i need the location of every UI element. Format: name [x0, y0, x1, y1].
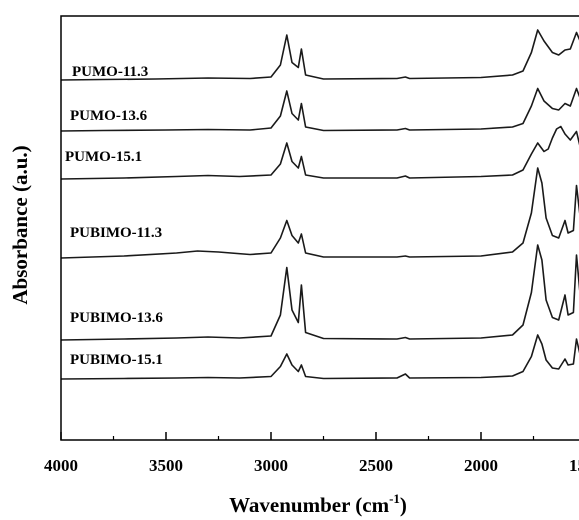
x-tick-label: 4000 [44, 456, 78, 475]
series-label-pubimo-11-3: PUBIMO-11.3 [70, 225, 162, 241]
spectrum-line-pubimo-13-6 [60, 244, 579, 341]
x-tick-label: 3500 [149, 456, 183, 475]
series-label-pubimo-15-1: PUBIMO-15.1 [70, 352, 163, 368]
x-tick-label: 3000 [254, 456, 288, 475]
x-axis-title: Wavenumber (cm-1) [229, 491, 407, 517]
x-axis-title-end: ) [400, 493, 407, 517]
x-tick-label: 2500 [359, 456, 393, 475]
series-label-pubimo-13-6: PUBIMO-13.6 [70, 310, 163, 326]
spectrum-line-pumo-11-3 [60, 29, 579, 81]
plot-frame [60, 15, 579, 441]
series-layer [60, 29, 579, 380]
x-axis-title-main: Wavenumber (cm [229, 493, 390, 517]
series-label-pumo-15-1: PUMO-15.1 [65, 149, 142, 165]
spectrum-line-pumo-13-6 [60, 87, 579, 132]
spectrum-line-pubimo-11-3 [60, 167, 579, 259]
spectrum-line-pumo-15-1 [60, 125, 579, 180]
x-axis-title-superscript: -1 [389, 491, 400, 506]
x-tick-label: 2000 [464, 456, 498, 475]
y-axis-title: Absorbance (a.u.) [8, 145, 32, 304]
series-label-pumo-13-6: PUMO-13.6 [70, 108, 148, 124]
series-label-layer: PUMO-11.3 PUMO-13.6 PUMO-15.1 PUBIMO-11.3 PU… [65, 64, 163, 368]
spectrum-line-pubimo-15-1 [60, 334, 579, 380]
x-axis-ticks: 4000350030002500200015001000 [44, 432, 579, 475]
series-label-pumo-11-3: PUMO-11.3 [72, 64, 148, 80]
x-tick-label: 1500 [569, 456, 579, 475]
